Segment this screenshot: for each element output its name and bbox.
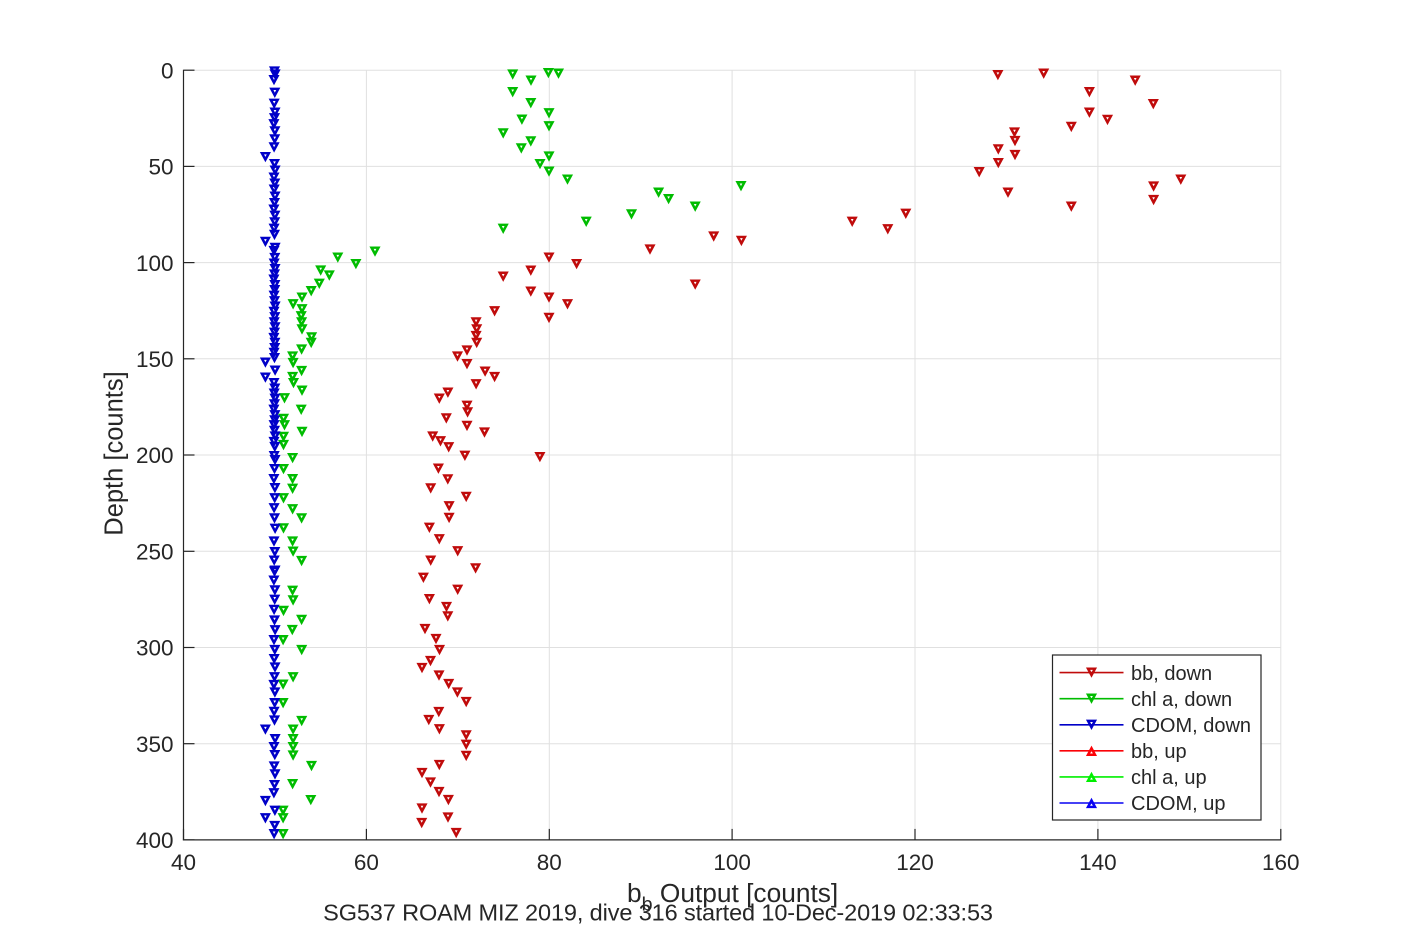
svg-text:40: 40 [171,850,196,875]
svg-text:0: 0 [161,58,174,83]
svg-text:CDOM, up: CDOM, up [1131,793,1225,815]
svg-text:Depth [counts]: Depth [counts] [101,371,129,535]
svg-text:CDOM, down: CDOM, down [1131,715,1251,737]
svg-text:bb, down: bb, down [1131,663,1212,685]
svg-text:100: 100 [136,251,174,276]
svg-text:200: 200 [136,443,174,468]
svg-text:350: 350 [136,732,174,757]
svg-text:400: 400 [136,828,174,853]
svg-text:100: 100 [713,850,751,875]
svg-text:bb, up: bb, up [1131,741,1187,763]
svg-text:150: 150 [136,347,174,372]
svg-text:160: 160 [1262,850,1300,875]
svg-text:140: 140 [1079,850,1117,875]
svg-text:chl a, up: chl a, up [1131,767,1207,789]
svg-text:50: 50 [148,155,173,180]
svg-text:250: 250 [136,540,174,565]
svg-text:SG537 ROAM MIZ 2019, dive 316: SG537 ROAM MIZ 2019, dive 316 started 10… [323,900,993,926]
svg-text:80: 80 [537,850,562,875]
svg-text:120: 120 [896,850,934,875]
svg-text:300: 300 [136,636,174,661]
svg-text:60: 60 [354,850,379,875]
svg-text:chl a, down: chl a, down [1131,689,1232,711]
